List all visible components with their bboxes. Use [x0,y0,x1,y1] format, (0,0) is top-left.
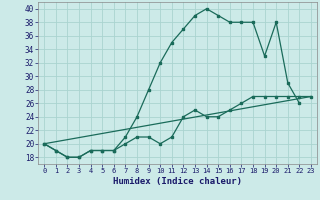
X-axis label: Humidex (Indice chaleur): Humidex (Indice chaleur) [113,177,242,186]
